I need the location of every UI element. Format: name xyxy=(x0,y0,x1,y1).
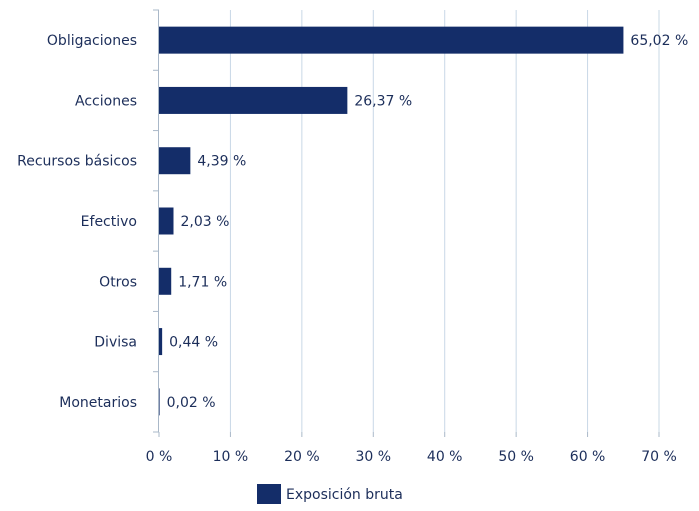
bar xyxy=(159,86,348,114)
y-axis xyxy=(153,9,660,437)
x-tick-label: 60 % xyxy=(570,449,606,465)
bar xyxy=(159,388,160,416)
data-label: 4,39 % xyxy=(197,154,246,170)
x-tick-label: 70 % xyxy=(641,449,677,465)
x-tick-label: 20 % xyxy=(284,449,320,465)
data-label: 0,44 % xyxy=(169,335,218,351)
bar xyxy=(159,26,624,54)
legend-swatch xyxy=(257,484,281,504)
category-label: Obligaciones xyxy=(47,33,137,49)
data-label: 0,02 % xyxy=(167,395,216,411)
x-tick-label: 40 % xyxy=(427,449,463,465)
data-label: 1,71 % xyxy=(178,274,227,290)
category-labels: Obligaciones Acciones Recursos básicos Efec… xyxy=(17,33,137,411)
gridlines xyxy=(229,10,660,432)
legend: Exposición bruta xyxy=(257,484,403,504)
category-label: Divisa xyxy=(94,335,137,351)
category-label: Monetarios xyxy=(59,395,137,411)
bars xyxy=(159,26,624,416)
x-tick-label: 30 % xyxy=(355,449,391,465)
x-tick-label: 10 % xyxy=(213,449,249,465)
category-label: Acciones xyxy=(75,93,137,109)
category-label: Efectivo xyxy=(81,214,137,230)
x-tick-labels: 0 % 10 % 20 % 30 % 40 % 50 % 60 % 70 % xyxy=(146,449,677,465)
category-label: Otros xyxy=(99,274,137,290)
legend-label: Exposición bruta xyxy=(286,487,403,503)
data-label: 65,02 % xyxy=(630,33,688,49)
data-label: 2,03 % xyxy=(181,214,230,230)
category-label: Recursos básicos xyxy=(17,154,137,170)
bar xyxy=(159,207,174,235)
bar xyxy=(159,328,163,356)
data-labels: 65,02 % 26,37 % 4,39 % 2,03 % 1,71 % 0,44 % 0,… xyxy=(167,33,689,411)
bar xyxy=(159,147,191,175)
bar xyxy=(159,267,172,295)
x-tick-label: 0 % xyxy=(146,449,173,465)
data-label: 26,37 % xyxy=(354,93,412,109)
x-tick-label: 50 % xyxy=(498,449,534,465)
